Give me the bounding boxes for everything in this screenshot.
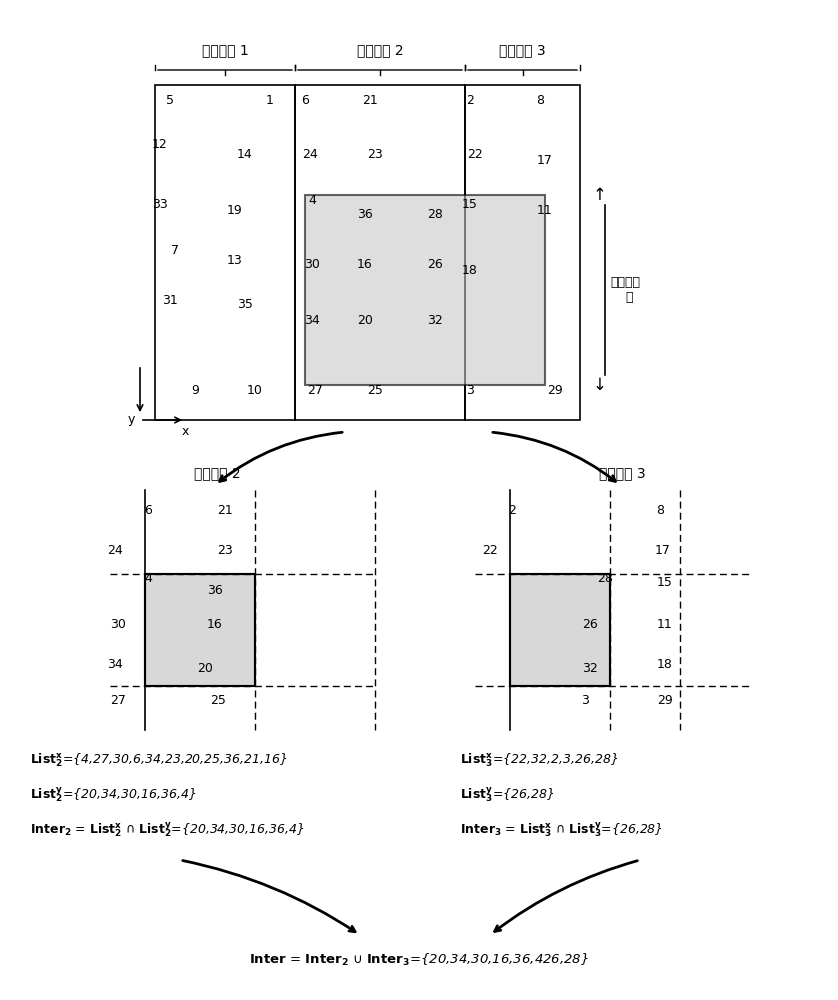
Text: 36: 36 <box>207 584 223 596</box>
Text: 23: 23 <box>217 544 233 556</box>
Text: 33: 33 <box>153 198 168 212</box>
Text: 24: 24 <box>107 544 123 556</box>
Text: 27: 27 <box>307 383 323 396</box>
Text: 29: 29 <box>547 383 563 396</box>
Text: 11: 11 <box>537 204 553 217</box>
Text: 20: 20 <box>357 314 373 326</box>
Text: 26: 26 <box>582 618 597 632</box>
Text: 34: 34 <box>107 658 123 672</box>
Text: 条形子集 1: 条形子集 1 <box>202 43 248 57</box>
Text: $\mathbf{Inter_2}$ = $\mathbf{List_2^x}$ $\cap$ $\mathbf{List_2^y}$={20,34,30,16: $\mathbf{Inter_2}$ = $\mathbf{List_2^x}$… <box>30 820 304 840</box>
Text: 18: 18 <box>462 263 478 276</box>
Text: 34: 34 <box>304 314 320 326</box>
Bar <box>510 574 610 686</box>
Text: 31: 31 <box>162 294 178 306</box>
Bar <box>465 85 580 420</box>
Text: 13: 13 <box>227 253 243 266</box>
Text: 18: 18 <box>657 658 673 672</box>
Text: 21: 21 <box>217 504 233 516</box>
Bar <box>145 574 255 686</box>
Text: 8: 8 <box>656 504 664 516</box>
Text: 22: 22 <box>482 544 498 556</box>
Text: 15: 15 <box>462 198 478 212</box>
Text: 19: 19 <box>227 204 243 217</box>
Text: 8: 8 <box>536 94 544 106</box>
Text: 28: 28 <box>597 572 613 584</box>
Text: $\mathbf{List_3^x}$={22,32,2,3,26,28}: $\mathbf{List_3^x}$={22,32,2,3,26,28} <box>460 751 618 769</box>
Text: $\mathbf{Inter}$ = $\mathbf{Inter_2}$ $\cup$ $\mathbf{Inter_3}$={20,34,30,16,36,: $\mathbf{Inter}$ = $\mathbf{Inter_2}$ $\… <box>249 952 589 968</box>
Text: 36: 36 <box>357 209 373 222</box>
Text: 4: 4 <box>308 194 316 207</box>
Text: 32: 32 <box>582 662 597 674</box>
Text: 15: 15 <box>657 576 673 588</box>
Text: 条形子集 2: 条形子集 2 <box>194 466 241 480</box>
Text: 5: 5 <box>166 94 174 106</box>
Text: 16: 16 <box>207 618 223 632</box>
Text: 9: 9 <box>191 383 199 396</box>
Text: 条形子集 2: 条形子集 2 <box>357 43 403 57</box>
Text: 17: 17 <box>537 153 553 166</box>
Text: 6: 6 <box>301 94 309 106</box>
Text: 21: 21 <box>362 94 378 106</box>
Text: 2: 2 <box>466 94 474 106</box>
Text: 12: 12 <box>153 138 168 151</box>
Text: $\mathbf{List_2^x}$={4,27,30,6,34,23,20,25,36,21,16}: $\mathbf{List_2^x}$={4,27,30,6,34,23,20,… <box>30 751 287 769</box>
Bar <box>510 574 610 686</box>
Text: 条形子集 3: 条形子集 3 <box>599 466 646 480</box>
Bar <box>305 195 545 385</box>
Text: 1: 1 <box>266 94 274 106</box>
Text: 24: 24 <box>303 148 318 161</box>
Text: ↓: ↓ <box>593 376 607 394</box>
Text: 6: 6 <box>144 504 152 516</box>
Text: 28: 28 <box>427 209 443 222</box>
Text: 3: 3 <box>581 694 589 706</box>
Text: 4: 4 <box>144 572 152 584</box>
Text: $\mathbf{Inter_3}$ = $\mathbf{List_3^x}$ $\cap$ $\mathbf{List_3^y}$={26,28}: $\mathbf{Inter_3}$ = $\mathbf{List_3^x}$… <box>460 820 663 840</box>
Text: 11: 11 <box>657 618 673 632</box>
Text: 29: 29 <box>657 694 673 706</box>
Text: 17: 17 <box>655 544 671 556</box>
Text: 2: 2 <box>508 504 516 516</box>
Text: x: x <box>181 425 189 438</box>
Bar <box>145 574 255 686</box>
Text: 25: 25 <box>210 694 226 706</box>
Text: 22: 22 <box>467 148 483 161</box>
Text: 20: 20 <box>197 662 213 674</box>
Text: 条形化方
    向: 条形化方 向 <box>610 276 640 304</box>
Text: 30: 30 <box>110 618 126 632</box>
Text: 35: 35 <box>237 298 253 312</box>
Text: 30: 30 <box>304 258 320 271</box>
Text: 3: 3 <box>466 383 474 396</box>
Text: 23: 23 <box>367 148 383 161</box>
Text: y: y <box>127 414 135 426</box>
Text: ↑: ↑ <box>593 186 607 204</box>
Text: 32: 32 <box>427 314 442 326</box>
Text: 7: 7 <box>171 243 179 256</box>
Bar <box>155 85 295 420</box>
Text: 14: 14 <box>237 148 253 161</box>
Text: 条形子集 3: 条形子集 3 <box>499 43 546 57</box>
Text: 25: 25 <box>367 383 383 396</box>
Text: 27: 27 <box>110 694 126 706</box>
Text: 26: 26 <box>427 258 442 271</box>
Text: 10: 10 <box>247 383 263 396</box>
Text: 16: 16 <box>357 258 373 271</box>
Bar <box>295 85 465 420</box>
Text: $\mathbf{List_2^y}$={20,34,30,16,36,4}: $\mathbf{List_2^y}$={20,34,30,16,36,4} <box>30 785 196 805</box>
Text: $\mathbf{List_3^y}$={26,28}: $\mathbf{List_3^y}$={26,28} <box>460 785 555 805</box>
